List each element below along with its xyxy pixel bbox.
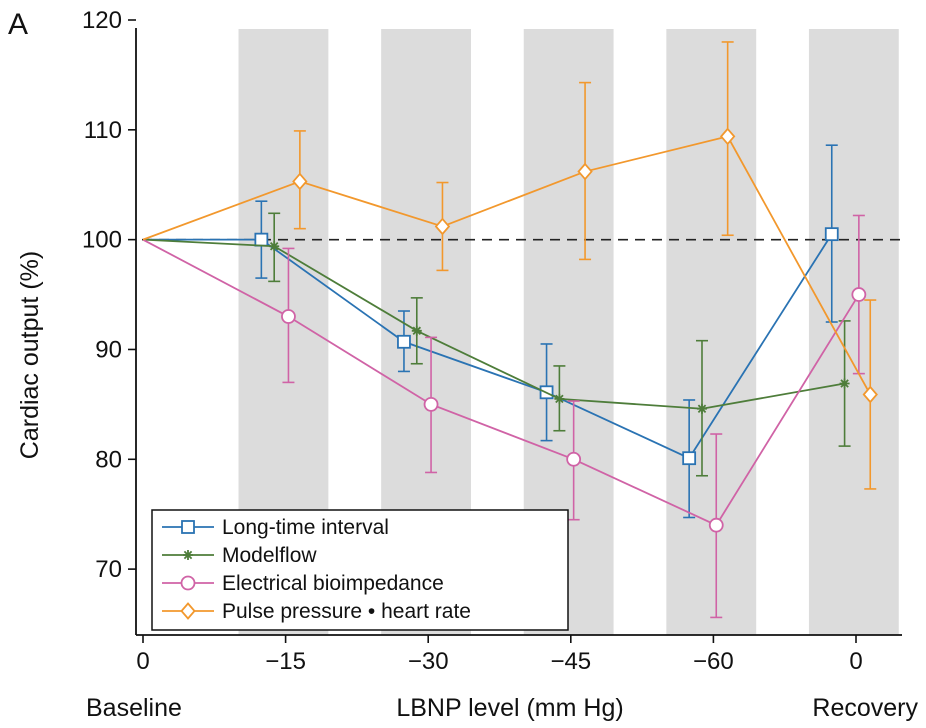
data-point [719, 127, 736, 146]
legend-label: Long-time interval [222, 516, 389, 539]
data-point [554, 393, 565, 404]
legend-marker [181, 520, 195, 534]
data-point [411, 325, 422, 336]
x-tick-label: −30 [408, 648, 449, 675]
shaded-band [808, 29, 899, 635]
data-point [696, 403, 707, 414]
x-baseline-label: Baseline [86, 694, 182, 722]
legend-label: Electrical bioimpedance [222, 572, 444, 595]
x-tick-label: 0 [849, 648, 862, 675]
data-point [254, 232, 269, 247]
data-point [423, 396, 439, 412]
series-line [142, 238, 860, 527]
x-tick-label: −15 [265, 648, 306, 675]
panel-label: A [8, 8, 28, 41]
y-tick-label: 90 [95, 336, 122, 363]
axes: 70 80 90 100 110 120 0 −15 −30 −45 −60 0 [82, 7, 902, 675]
legend: Long-time interval Modelflow Electrical bi… [151, 509, 569, 631]
data-point [682, 451, 697, 466]
y-tick-label: 70 [95, 556, 122, 583]
y-tick-label: 80 [95, 446, 122, 473]
data-point [708, 517, 724, 533]
legend-label: Modelflow [222, 544, 317, 567]
legend-box [151, 509, 569, 631]
series-square [143, 144, 839, 519]
y-axis-label: Cardiac output (%) [16, 251, 44, 459]
series-asterisk [142, 212, 851, 477]
legend-marker [183, 550, 193, 560]
legend-label: Pulse pressure • heart rate [222, 600, 471, 623]
data-point [824, 227, 839, 242]
data-point [839, 378, 850, 389]
data-point [577, 162, 593, 181]
shaded-band [666, 29, 757, 635]
data-point [281, 309, 296, 324]
x-tick-label: 0 [136, 648, 149, 675]
series-diamond [142, 41, 878, 490]
data-point [269, 241, 280, 252]
series-line [142, 238, 845, 410]
x-tick-label: −45 [550, 648, 591, 675]
y-tick-label: 110 [84, 117, 122, 144]
y-tick-label: 120 [82, 7, 122, 34]
series-circle [142, 214, 867, 619]
x-axis-label: LBNP level (mm Hg) [396, 694, 623, 722]
legend-marker [180, 575, 196, 591]
series-layer [142, 41, 878, 619]
series-line [142, 135, 872, 395]
series-line [143, 233, 833, 460]
data-point [851, 287, 867, 302]
data-point [397, 334, 411, 349]
x-tick-label: −60 [693, 648, 734, 675]
data-point [566, 451, 582, 467]
data-point [292, 172, 308, 191]
data-point [862, 385, 878, 404]
data-point [434, 217, 451, 236]
x-recovery-label: Recovery [812, 694, 918, 722]
y-tick-label: 100 [82, 227, 122, 254]
legend-marker [180, 602, 196, 620]
shaded-bands [238, 29, 899, 635]
